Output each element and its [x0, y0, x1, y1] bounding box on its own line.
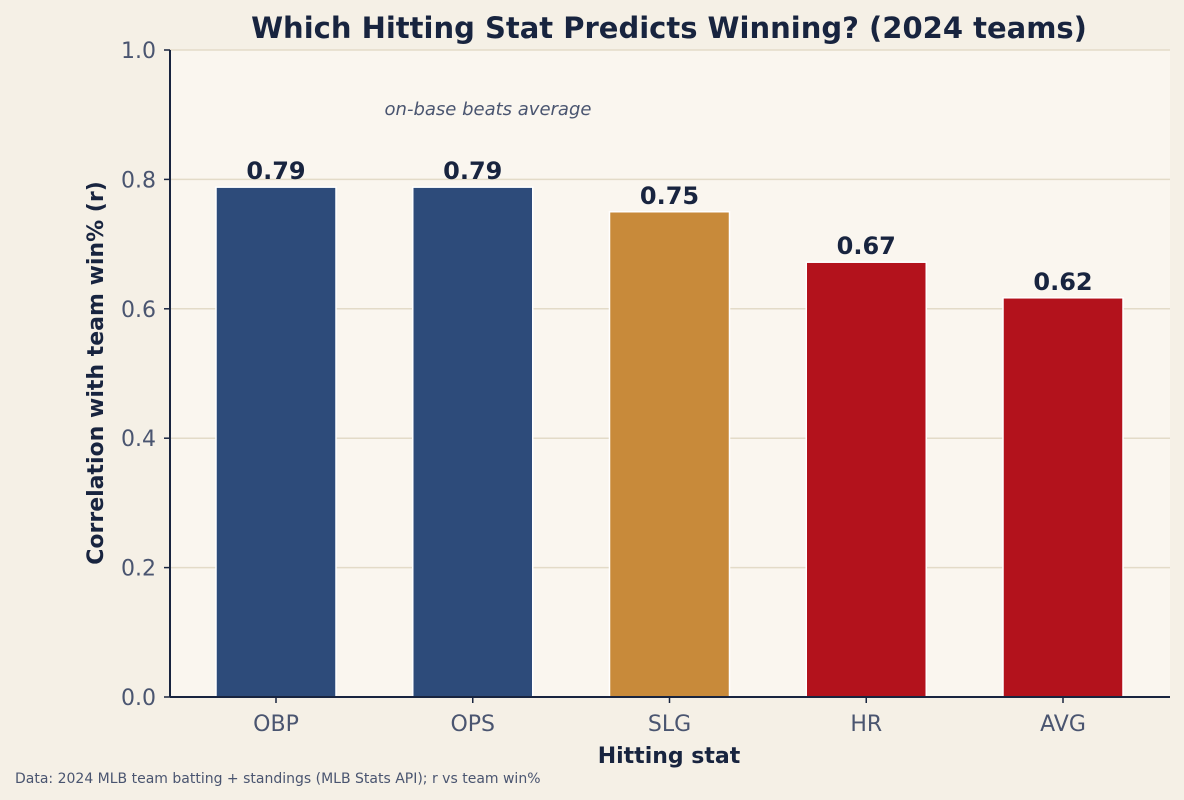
- y-tick-label: 0.6: [121, 298, 156, 323]
- chart-annotation: on-base beats average: [385, 99, 592, 120]
- x-tick-label: OPS: [450, 712, 495, 737]
- x-tick-label: SLG: [648, 712, 691, 737]
- bar-slg: [608, 211, 731, 698]
- y-tick-label: 0.4: [121, 427, 156, 452]
- bar-value-label: 0.62: [1033, 268, 1092, 296]
- x-tick-label: HR: [850, 712, 882, 737]
- y-tick-label: 0.2: [121, 557, 156, 582]
- bar-value-label: 0.79: [246, 157, 305, 185]
- bar-obp: [215, 186, 337, 698]
- x-tick-label: OBP: [253, 712, 299, 737]
- chart-title: Which Hitting Stat Predicts Winning? (20…: [251, 11, 1087, 45]
- bar-value-label: 0.67: [837, 232, 896, 260]
- y-tick-label: 1.0: [121, 39, 156, 64]
- y-axis-ticks: 0.0 0.2 0.4 0.6 0.8 1.0: [121, 39, 170, 711]
- bar-value-label: 0.79: [443, 157, 502, 185]
- bar-value-label: 0.75: [640, 182, 699, 210]
- y-tick-label: 0.8: [121, 168, 156, 193]
- bars: [215, 186, 1124, 698]
- y-axis-label: Correlation with team win% (r): [84, 181, 109, 565]
- bar-ops: [412, 186, 534, 698]
- x-tick-label: AVG: [1040, 712, 1086, 737]
- data-source-note: Data: 2024 MLB team batting + standings …: [15, 771, 541, 787]
- value-labels: 0.79 0.79 0.75 0.67 0.62: [246, 157, 1092, 296]
- bar-hr: [805, 261, 927, 698]
- x-axis-label: Hitting stat: [598, 744, 741, 769]
- y-tick-label: 0.0: [121, 686, 156, 711]
- bar-avg: [1002, 297, 1124, 698]
- x-axis-ticks: OBP OPS SLG HR AVG: [253, 697, 1086, 737]
